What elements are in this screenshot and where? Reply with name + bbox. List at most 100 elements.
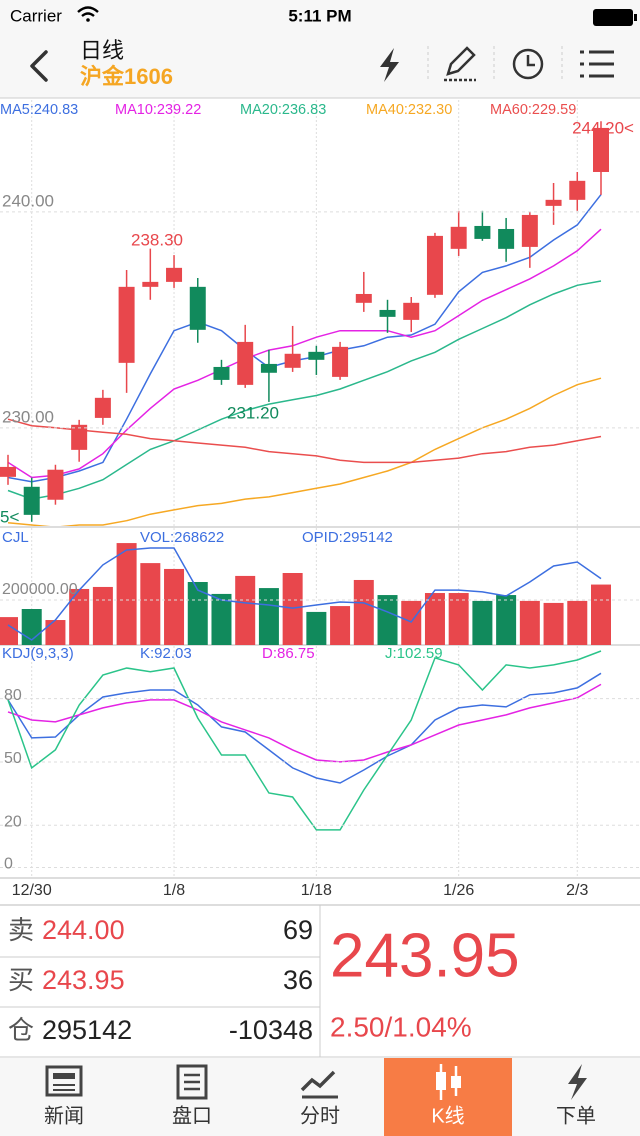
legend-entry: MA10:239.22 bbox=[115, 102, 201, 118]
quote-label: 买 bbox=[8, 965, 34, 995]
price-annotation: 244.20< bbox=[572, 118, 634, 137]
x-tick-label: 2/3 bbox=[566, 882, 588, 899]
price-annotation: 231.20 bbox=[227, 403, 279, 422]
tab-icon[interactable] bbox=[176, 1064, 208, 1100]
tab-icon[interactable] bbox=[300, 1070, 338, 1099]
legend-entry: MA40:232.30 bbox=[366, 102, 452, 118]
clock: 5:11 PM bbox=[288, 6, 351, 25]
volume-bar bbox=[306, 611, 327, 645]
price-annotation: 238.30 bbox=[131, 230, 183, 249]
candle-body bbox=[71, 424, 88, 450]
kdj-line bbox=[7, 683, 602, 763]
volume-bar bbox=[377, 595, 398, 645]
candle-body bbox=[237, 341, 254, 385]
plot bbox=[7, 650, 602, 831]
ma-line bbox=[7, 194, 602, 483]
quote-amount: 36 bbox=[283, 965, 313, 995]
candle-body bbox=[189, 286, 206, 330]
legend-entry: D:86.75 bbox=[262, 645, 315, 662]
ma-line bbox=[7, 418, 602, 464]
carrier: Carrier bbox=[10, 6, 62, 25]
volume-bar bbox=[0, 617, 18, 645]
panel-title: KDJ(9,3,3) bbox=[2, 645, 74, 662]
volume-bar bbox=[496, 595, 517, 645]
nav-subtitle: 沪金1606 bbox=[80, 64, 173, 89]
legend-entry: MA60:229.59 bbox=[490, 102, 576, 118]
volume-bar bbox=[472, 600, 493, 645]
volume-bar bbox=[401, 600, 422, 645]
ma-line bbox=[7, 228, 602, 479]
ma-line bbox=[7, 377, 602, 526]
x-tick-label: 1/8 bbox=[163, 882, 185, 899]
nav-title: 日线 bbox=[80, 38, 124, 63]
volume-bar bbox=[92, 586, 113, 645]
y-tick-label: 80 bbox=[4, 687, 22, 704]
candle-body bbox=[450, 226, 467, 249]
volume-bar bbox=[519, 600, 540, 645]
volume-bar bbox=[140, 563, 161, 645]
wifi-icon bbox=[77, 6, 99, 22]
quote-label: 仓 bbox=[8, 1015, 34, 1045]
volume-bar bbox=[591, 584, 611, 645]
quote-amount: -10348 bbox=[229, 1015, 313, 1045]
volume-bar bbox=[164, 568, 185, 645]
legend-entry: VOL:268622 bbox=[140, 529, 224, 546]
tab-active-bg bbox=[384, 1058, 512, 1136]
candle-body bbox=[166, 267, 183, 282]
volume-bar bbox=[258, 588, 279, 645]
y-tick-label: 240.00 bbox=[2, 191, 54, 210]
tab-label[interactable]: 分时 bbox=[300, 1104, 340, 1127]
volume-bar bbox=[448, 593, 469, 645]
tab-icon[interactable] bbox=[45, 1065, 83, 1097]
y-tick-label: 230.00 bbox=[2, 407, 54, 426]
plot bbox=[0, 543, 611, 645]
candle-body bbox=[142, 281, 159, 287]
tab-label[interactable]: 盘口 bbox=[172, 1104, 212, 1127]
battery-icon bbox=[593, 9, 637, 26]
menu-button[interactable] bbox=[580, 50, 614, 78]
tab-label[interactable]: 新闻 bbox=[44, 1104, 84, 1127]
quote-panel bbox=[0, 905, 640, 1058]
volume-bar bbox=[69, 588, 90, 645]
volume-bar bbox=[567, 600, 588, 645]
tab-icon[interactable] bbox=[436, 1064, 461, 1100]
tab-icon[interactable] bbox=[568, 1064, 587, 1100]
x-tick-label: 1/26 bbox=[443, 882, 474, 899]
candle-body bbox=[332, 346, 349, 377]
volume-bar bbox=[353, 579, 374, 645]
candle-body bbox=[426, 235, 443, 295]
volume-bar bbox=[330, 606, 351, 645]
quote-label: 卖 bbox=[8, 915, 34, 945]
candle-body bbox=[498, 228, 515, 249]
back-button[interactable] bbox=[30, 50, 48, 82]
candle-body bbox=[23, 486, 40, 515]
clock-button[interactable] bbox=[512, 48, 544, 80]
top-bar-bg bbox=[0, 0, 640, 98]
volume-bar bbox=[187, 582, 208, 645]
candle-body bbox=[260, 363, 277, 373]
price-change: 2.50/1.04% bbox=[330, 1011, 472, 1042]
ma-line bbox=[7, 280, 602, 500]
lightning-button[interactable] bbox=[380, 48, 399, 82]
candle-body bbox=[379, 309, 396, 317]
candle-body bbox=[47, 469, 64, 500]
candle-body bbox=[213, 366, 230, 380]
volume-bar bbox=[116, 543, 137, 645]
price-annotation: 5< bbox=[0, 507, 19, 526]
volume-bar bbox=[543, 602, 564, 645]
legend-entry: MA5:240.83 bbox=[0, 102, 78, 118]
oi-line bbox=[7, 547, 602, 641]
candle-body bbox=[545, 199, 562, 206]
tab-label[interactable]: 下单 bbox=[556, 1104, 596, 1127]
y-tick-label: 0 bbox=[4, 856, 13, 873]
candle-body bbox=[284, 353, 301, 368]
tab-label[interactable]: K线 bbox=[431, 1104, 464, 1127]
candle-body bbox=[355, 293, 372, 303]
candle-body bbox=[118, 286, 135, 363]
quote-price: 295142 bbox=[42, 1015, 132, 1045]
pencil-button[interactable] bbox=[444, 46, 476, 82]
x-tick-label: 1/18 bbox=[301, 882, 332, 899]
panel-title: CJL bbox=[2, 529, 29, 546]
candle-body bbox=[94, 397, 111, 418]
legend-entry: OPID:295142 bbox=[302, 529, 393, 546]
